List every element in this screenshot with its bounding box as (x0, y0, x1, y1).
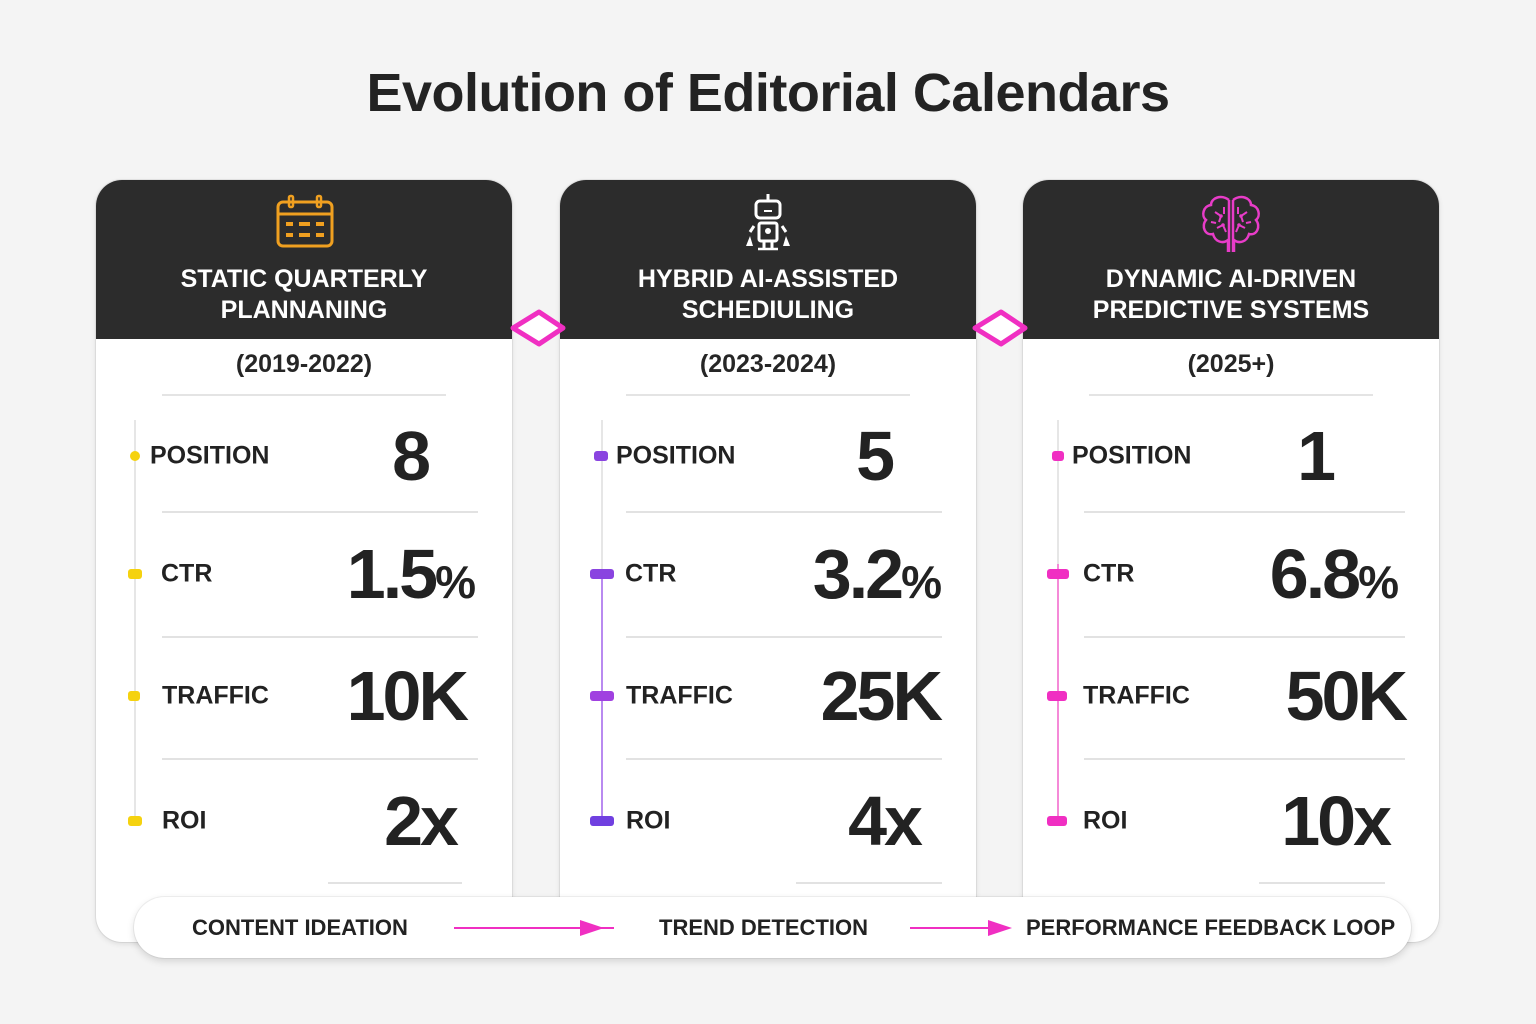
arrow-right-icon (910, 919, 1012, 936)
timeline-line (134, 420, 136, 820)
marker-icon (130, 451, 140, 461)
marker-icon (128, 691, 140, 701)
metric-label: TRAFFIC (1083, 681, 1190, 710)
metric-value: 5 (856, 417, 895, 495)
divider (162, 394, 446, 396)
divider (796, 882, 942, 884)
calendar-icon (276, 194, 334, 248)
stage-period: (2025+) (1187, 350, 1275, 378)
timeline-line (601, 420, 603, 820)
marker-icon (1047, 691, 1067, 701)
page-title: Evolution of Editorial Calendars (366, 63, 1170, 123)
metric-label: POSITION (616, 441, 736, 470)
flow-step: TREND DETECTION (659, 914, 868, 940)
stage-title-line: HYBRID AI-ASSISTED (637, 265, 899, 293)
metric-value: 4x (848, 782, 923, 860)
divider (626, 394, 910, 396)
stage-period: (2023-2024) (699, 350, 837, 378)
stage-card-hybrid: HYBRID AI-ASSISTED SCHEDIULING (2023-202… (560, 180, 976, 942)
metric-value: 2x (384, 782, 459, 860)
metric-label: ROI (162, 806, 207, 835)
metric-row-position: POSITION 8 (96, 417, 512, 495)
metric-label: ROI (1083, 806, 1128, 835)
stage-title: HYBRID AI-ASSISTED SCHEDIULING (560, 264, 976, 326)
metric-row-traffic: TRAFFIC 10K (96, 657, 512, 735)
divider (626, 636, 942, 638)
metric-value: 6.8% (1269, 535, 1399, 613)
metric-value: 10K (346, 657, 469, 735)
metric-label: TRAFFIC (162, 681, 269, 710)
metric-value: 10x (1281, 782, 1392, 860)
divider (1259, 882, 1385, 884)
metric-row-ctr: CTR 1.5% (96, 535, 512, 613)
metric-label: CTR (625, 559, 677, 588)
metric-row-position: POSITION 5 (560, 417, 976, 495)
stage-title-line: PLANNANING (220, 296, 388, 324)
metric-row-ctr: CTR 6.8% (1023, 535, 1439, 613)
metric-row-traffic: TRAFFIC 25K (560, 657, 976, 735)
stage-title-line: SCHEDIULING (681, 296, 855, 324)
metric-row-traffic: TRAFFIC 50K (1023, 657, 1439, 735)
metric-label: TRAFFIC (626, 681, 733, 710)
stage-title: DYNAMIC AI-DRIVEN PREDICTIVE SYSTEMS (1023, 264, 1439, 326)
metric-row-roi: ROI 4x (560, 782, 976, 860)
marker-icon (590, 569, 614, 579)
divider (162, 636, 478, 638)
stage-card-static: STATIC QUARTERLY PLANNANING (2019-2022) … (96, 180, 512, 942)
metric-row-ctr: CTR 3.2% (560, 535, 976, 613)
marker-icon (1047, 569, 1069, 579)
metric-row-position: POSITION 1 (1023, 417, 1439, 495)
card-header: DYNAMIC AI-DRIVEN PREDICTIVE SYSTEMS (1023, 180, 1439, 339)
diamond-connector-icon (972, 309, 1028, 347)
metric-label: POSITION (1072, 441, 1192, 470)
card-header: HYBRID AI-ASSISTED SCHEDIULING (560, 180, 976, 339)
stage-card-dynamic: DYNAMIC AI-DRIVEN PREDICTIVE SYSTEMS (20… (1023, 180, 1439, 942)
metric-value: 1.5% (346, 535, 476, 613)
metric-value: 8 (392, 417, 431, 495)
metric-label: ROI (626, 806, 671, 835)
marker-icon (590, 816, 614, 826)
divider (328, 882, 462, 884)
divider (626, 511, 942, 513)
card-header: STATIC QUARTERLY PLANNANING (96, 180, 512, 339)
marker-icon (1047, 816, 1067, 826)
divider (1084, 636, 1405, 638)
metric-value: 50K (1285, 657, 1408, 735)
flow-step: PERFORMANCE FEEDBACK LOOP (1026, 914, 1396, 940)
marker-icon (128, 816, 142, 826)
stage-title-line: DYNAMIC AI-DRIVEN (1105, 265, 1357, 293)
flow-step: CONTENT IDEATION (192, 914, 408, 940)
marker-icon (594, 451, 608, 461)
stage-title-line: STATIC QUARTERLY (180, 265, 428, 293)
diamond-connector-icon (510, 309, 566, 347)
metric-value: 25K (820, 657, 943, 735)
timeline-line (1057, 420, 1059, 820)
marker-icon (1052, 451, 1064, 461)
brain-icon (1202, 195, 1260, 252)
divider (162, 758, 478, 760)
arrow-right-icon (454, 919, 614, 936)
metric-label: CTR (1083, 559, 1135, 588)
divider (1089, 394, 1373, 396)
metric-label: CTR (161, 559, 213, 588)
divider (626, 758, 942, 760)
process-flow-bar: CONTENT IDEATION TREND DETECTION PERFORM… (134, 897, 1411, 958)
divider (1084, 758, 1405, 760)
stage-title: STATIC QUARTERLY PLANNANING (96, 264, 512, 326)
metric-row-roi: ROI 10x (1023, 782, 1439, 860)
metric-label: POSITION (150, 441, 270, 470)
metric-value: 3.2% (812, 535, 942, 613)
robot-icon (746, 194, 790, 251)
metric-value: 1 (1297, 417, 1336, 495)
marker-icon (128, 569, 142, 579)
stage-title-line: PREDICTIVE SYSTEMS (1092, 296, 1370, 324)
metric-row-roi: ROI 2x (96, 782, 512, 860)
divider (162, 511, 478, 513)
marker-icon (590, 691, 614, 701)
divider (1084, 511, 1405, 513)
stage-period: (2019-2022) (235, 350, 373, 378)
